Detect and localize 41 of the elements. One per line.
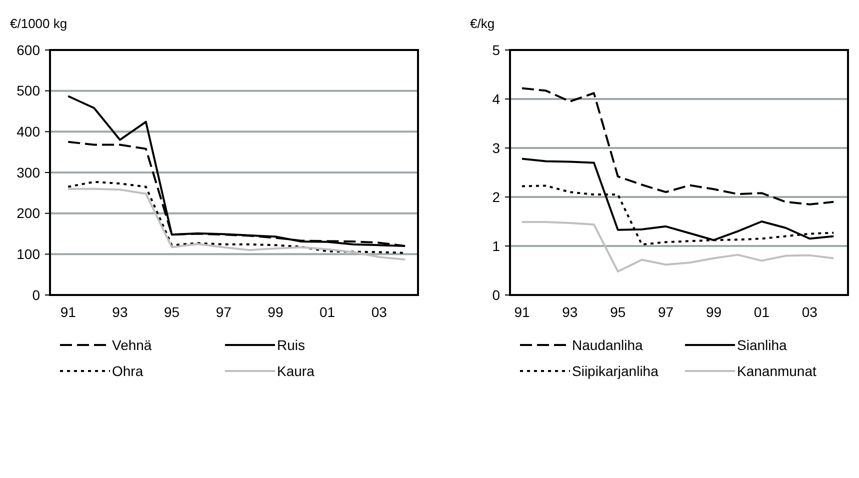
x-tick-label: 93: [112, 304, 128, 320]
x-tick-label: 91: [514, 304, 530, 320]
legend-label: Naudanliha: [572, 336, 644, 353]
x-tick-label: 93: [562, 304, 578, 320]
legend-label: Ruis: [277, 336, 306, 353]
y-tick-label: 1: [492, 238, 500, 254]
legend-label: Vehnä: [112, 336, 152, 353]
line-series: [520, 158, 835, 242]
y-axis-title: €/kg: [470, 16, 495, 31]
y-tick-label: 3: [492, 140, 500, 156]
line-series: [520, 220, 835, 272]
y-tick-label: 300: [16, 164, 40, 180]
x-tick-label: 99: [706, 304, 722, 320]
y-tick-label: 600: [16, 42, 40, 58]
x-tick-label: 99: [268, 304, 284, 320]
x-tick-label: 95: [164, 304, 180, 320]
y-tick-label: 5: [492, 42, 500, 58]
x-tick-label: 01: [320, 304, 336, 320]
y-tick-label: 100: [16, 246, 40, 262]
line-series: [520, 87, 835, 206]
legend-label: Kaura: [277, 362, 315, 379]
legend-label: Siipikarjanliha: [572, 362, 659, 379]
x-tick-label: 91: [60, 304, 76, 320]
y-tick-label: 500: [16, 82, 40, 99]
legend-label: Ohra: [112, 362, 144, 379]
y-tick-label: 400: [16, 124, 40, 140]
x-tick-label: 03: [802, 304, 818, 320]
x-tick-label: 03: [371, 304, 388, 320]
x-tick-label: 97: [216, 304, 232, 320]
y-tick-label: 2: [492, 188, 500, 205]
y-axis-title: €/1000 kg: [10, 16, 68, 31]
y-tick-label: 0: [492, 286, 500, 303]
y-tick-label: 0: [32, 286, 40, 303]
x-tick-label: 95: [610, 304, 626, 320]
legend-label: Sianliha: [737, 336, 788, 353]
x-tick-label: 01: [754, 304, 770, 320]
x-tick-label: 97: [658, 304, 674, 320]
line-series: [67, 188, 406, 260]
legend-label: Kananmunat: [737, 362, 817, 379]
y-tick-label: 200: [16, 205, 40, 222]
y-tick-label: 4: [492, 90, 500, 107]
